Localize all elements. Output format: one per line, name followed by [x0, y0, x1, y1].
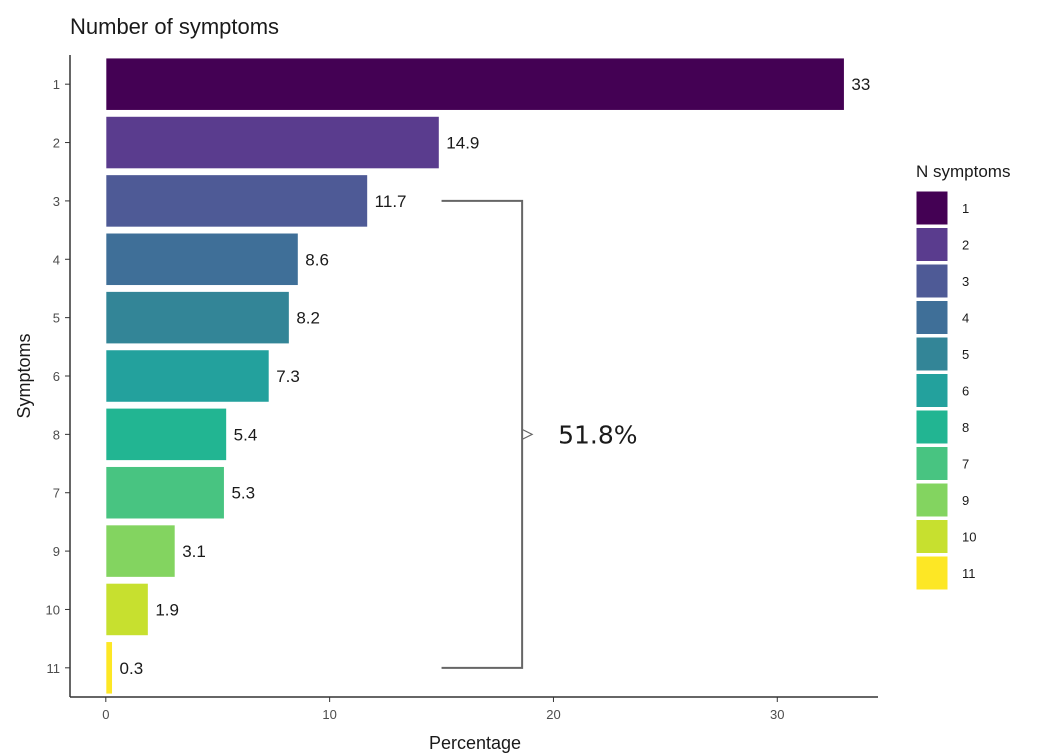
data-label: 5.4: [234, 425, 258, 444]
legend-label: 6: [962, 384, 969, 399]
legend: N symptoms 1 2 3 4 5 6 8 7 9 10 11: [916, 162, 1010, 590]
legend-label: 7: [962, 457, 969, 472]
bars-layer: [106, 58, 845, 694]
data-label: 14.9: [446, 134, 479, 153]
legend-swatch: [916, 337, 948, 371]
legend-swatch: [916, 374, 948, 408]
y-tick-label: 8: [53, 427, 60, 442]
bracket-arrow: [522, 429, 532, 439]
x-tick-label: 20: [546, 707, 560, 722]
legend-label: 8: [962, 420, 969, 435]
legend-swatch: [916, 301, 948, 335]
bar: [106, 350, 269, 403]
bar: [106, 175, 368, 228]
legend-label: 11: [962, 566, 976, 581]
x-axis-ticks: 0 10 20 30: [102, 697, 784, 722]
y-tick-label: 9: [53, 544, 60, 559]
y-axis-ticks: 1 2 3 4 5 6 8 7 9 10 11: [46, 77, 70, 676]
data-label: 5.3: [231, 484, 255, 503]
bar: [106, 408, 227, 461]
y-tick-label: 1: [53, 77, 60, 92]
legend-swatch: [916, 520, 948, 554]
data-label: 11.7: [375, 192, 407, 211]
bracket-annotation: 51.8%: [442, 201, 638, 668]
legend-swatch: [916, 447, 948, 481]
legend-label: 10: [962, 530, 976, 545]
y-axis-title: Symptoms: [14, 333, 34, 418]
y-tick-label: 11: [47, 661, 61, 676]
legend-label: 4: [962, 311, 969, 326]
x-tick-label: 0: [102, 707, 109, 722]
data-label: 8.2: [296, 309, 320, 328]
data-label: 8.6: [305, 250, 329, 269]
bar: [106, 583, 149, 636]
x-tick-label: 30: [770, 707, 784, 722]
y-tick-label: 5: [53, 311, 60, 326]
y-tick-label: 6: [53, 369, 60, 384]
bar: [106, 116, 439, 169]
legend-swatch: [916, 191, 948, 225]
bar: [106, 291, 290, 344]
legend-swatch: [916, 228, 948, 262]
chart-title: Number of symptoms: [70, 14, 279, 39]
y-tick-label: 2: [53, 136, 60, 151]
bracket-line: [442, 201, 523, 668]
legend-swatch: [916, 264, 948, 298]
legend-swatch: [916, 483, 948, 517]
y-tick-label: 7: [53, 486, 60, 501]
bar: [106, 233, 298, 286]
data-label: 3.1: [182, 542, 206, 561]
legend-label: 9: [962, 493, 969, 508]
data-label: 0.3: [120, 659, 144, 678]
legend-swatch: [916, 410, 948, 444]
legend-label: 3: [962, 274, 969, 289]
data-label: 7.3: [276, 367, 300, 386]
bar: [106, 58, 845, 111]
y-tick-label: 4: [53, 252, 60, 267]
data-label: 1.9: [155, 600, 179, 619]
bracket-label: 51.8%: [558, 420, 637, 449]
legend-label: 2: [962, 238, 969, 253]
x-tick-label: 10: [322, 707, 336, 722]
legend-swatch: [916, 556, 948, 590]
bar: [106, 466, 225, 519]
y-tick-label: 10: [46, 602, 60, 617]
data-label: 33: [851, 75, 870, 94]
x-axis-title: Percentage: [429, 733, 521, 753]
legend-label: 5: [962, 347, 969, 362]
legend-title: N symptoms: [916, 162, 1010, 181]
legend-label: 1: [962, 201, 969, 216]
y-tick-label: 3: [53, 194, 60, 209]
bar: [106, 642, 113, 695]
bar: [106, 525, 175, 578]
